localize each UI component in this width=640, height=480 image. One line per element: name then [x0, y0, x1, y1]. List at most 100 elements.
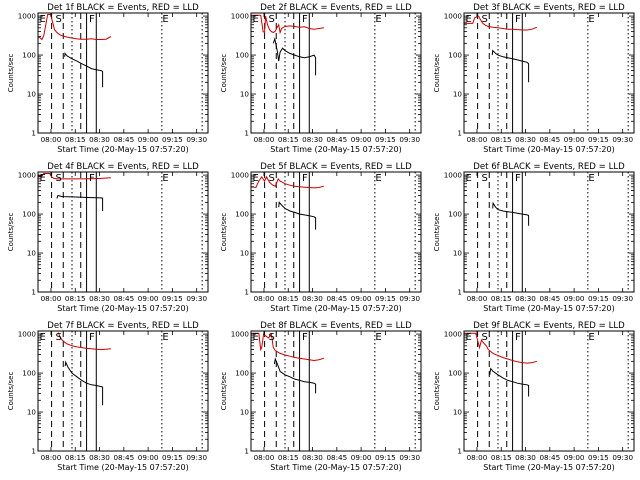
y-axis-label: Counts/sec: [7, 54, 15, 93]
phase-marker-label: S: [481, 14, 487, 25]
phase-marker-label: S: [55, 14, 61, 25]
x-tick-label: 08:15: [491, 294, 512, 303]
lld-series-line: [251, 332, 325, 362]
phase-marker-label: S: [481, 173, 487, 184]
phase-marker-label: F: [515, 173, 521, 184]
phase-marker-label: S: [481, 332, 487, 343]
phase-marker-label: F: [302, 332, 308, 343]
y-tick-label: 10: [453, 90, 463, 99]
x-tick-label: 08:30: [515, 294, 536, 303]
y-tick-label: 1000: [18, 330, 37, 339]
detector-panel: 1 10 100 1000 08:00 08:15 08:30 08:45 09:00 09:15…: [220, 3, 422, 154]
x-tick-label: 08:15: [278, 453, 299, 462]
x-axis-label: Start Time (20-May-15 07:57:20): [270, 304, 401, 313]
x-tick-label: 09:00: [351, 294, 372, 303]
y-tick-label: 1000: [444, 12, 463, 21]
phase-marker-label: E: [39, 173, 45, 184]
x-axis-label: Start Time (20-May-15 07:57:20): [270, 463, 401, 472]
x-tick-label: 08:30: [89, 453, 110, 462]
phase-marker-label: E: [162, 332, 168, 343]
phase-marker-label: E: [465, 332, 471, 343]
x-axis-label: Start Time (20-May-15 07:57:20): [483, 463, 614, 472]
plot-frame: [463, 12, 635, 134]
y-tick-label: 100: [448, 51, 462, 60]
x-tick-label: 08:00: [254, 294, 275, 303]
plot-frame: [37, 12, 209, 134]
panel-title: Det 1f BLACK = Events, RED = LLD: [47, 3, 199, 13]
x-tick-label: 09:30: [186, 294, 207, 303]
phase-marker-label: S: [55, 332, 61, 343]
y-tick-label: 1: [31, 129, 36, 138]
x-tick-label: 09:00: [138, 453, 159, 462]
x-tick-label: 09:15: [162, 453, 183, 462]
y-tick-label: 100: [448, 369, 462, 378]
phase-marker-label: F: [89, 173, 95, 184]
phase-marker-label: E: [39, 332, 45, 343]
panel-title: Det 8f BLACK = Events, RED = LLD: [260, 321, 412, 331]
x-tick-label: 08:45: [113, 453, 134, 462]
x-tick-label: 09:30: [186, 135, 207, 144]
x-tick-label: 08:15: [65, 135, 86, 144]
panel-title: Det 7f BLACK = Events, RED = LLD: [47, 321, 199, 331]
y-tick-label: 100: [235, 369, 249, 378]
detector-panel: 1 10 100 1000 08:00 08:15 08:30 08:45 09:00 09:15…: [7, 162, 209, 313]
x-axis-label: Start Time (20-May-15 07:57:20): [483, 145, 614, 154]
phase-marker-label: S: [268, 332, 274, 343]
x-tick-label: 09:15: [588, 453, 609, 462]
y-tick-label: 100: [235, 210, 249, 219]
phase-marker-label: E: [588, 173, 594, 184]
x-tick-label: 08:45: [113, 135, 134, 144]
plot-frame: [250, 330, 422, 452]
y-tick-label: 1000: [231, 171, 250, 180]
x-tick-label: 09:30: [612, 453, 633, 462]
x-tick-label: 08:00: [467, 453, 488, 462]
x-axis-label: Start Time (20-May-15 07:57:20): [270, 145, 401, 154]
x-tick-label: 08:00: [41, 453, 62, 462]
x-tick-label: 08:00: [467, 135, 488, 144]
y-tick-label: 10: [27, 90, 37, 99]
y-tick-label: 1: [31, 288, 36, 297]
lld-series-line: [464, 332, 538, 364]
phase-marker-label: E: [252, 14, 258, 25]
detector-panel: 1 10 100 1000 08:00 08:15 08:30 08:45 09:00 09:15…: [7, 3, 209, 154]
x-tick-label: 08:00: [467, 294, 488, 303]
y-tick-label: 10: [453, 408, 463, 417]
events-series-line: [278, 201, 317, 230]
x-tick-label: 08:30: [515, 135, 536, 144]
y-axis-label: Counts/sec: [220, 54, 228, 93]
y-tick-label: 1: [457, 288, 462, 297]
x-axis-label: Start Time (20-May-15 07:57:20): [57, 304, 188, 313]
y-axis-label: Counts/sec: [433, 372, 441, 411]
x-axis-label: Start Time (20-May-15 07:57:20): [483, 304, 614, 313]
events-series-line: [273, 357, 317, 394]
y-axis-label: Counts/sec: [7, 372, 15, 411]
panel-title: Det 9f BLACK = Events, RED = LLD: [473, 321, 625, 331]
y-tick-label: 1000: [444, 330, 463, 339]
events-series-line: [489, 367, 530, 397]
x-tick-label: 08:45: [539, 294, 560, 303]
y-axis-label: Counts/sec: [7, 213, 15, 252]
y-tick-label: 1000: [231, 12, 250, 21]
y-axis-label: Counts/sec: [220, 213, 228, 252]
x-tick-label: 08:00: [41, 294, 62, 303]
y-tick-label: 1: [244, 447, 249, 456]
x-tick-label: 08:00: [254, 453, 275, 462]
x-tick-label: 08:30: [89, 135, 110, 144]
x-tick-label: 08:45: [326, 453, 347, 462]
detector-panel: 1 10 100 1000 08:00 08:15 08:30 08:45 09:00 09:15…: [433, 162, 635, 313]
y-tick-label: 10: [240, 408, 250, 417]
y-tick-label: 100: [235, 51, 249, 60]
x-tick-label: 09:00: [351, 453, 372, 462]
x-tick-label: 08:30: [302, 135, 323, 144]
x-tick-label: 08:45: [326, 294, 347, 303]
x-tick-label: 08:15: [491, 453, 512, 462]
x-tick-label: 09:30: [186, 453, 207, 462]
events-series-line: [491, 49, 530, 83]
lld-series-line: [464, 15, 538, 31]
y-axis-label: Counts/sec: [220, 372, 228, 411]
y-tick-label: 100: [22, 369, 36, 378]
panel-title: Det 2f BLACK = Events, RED = LLD: [260, 3, 412, 13]
plot-frame: [37, 171, 209, 293]
y-axis-label: Counts/sec: [433, 213, 441, 252]
